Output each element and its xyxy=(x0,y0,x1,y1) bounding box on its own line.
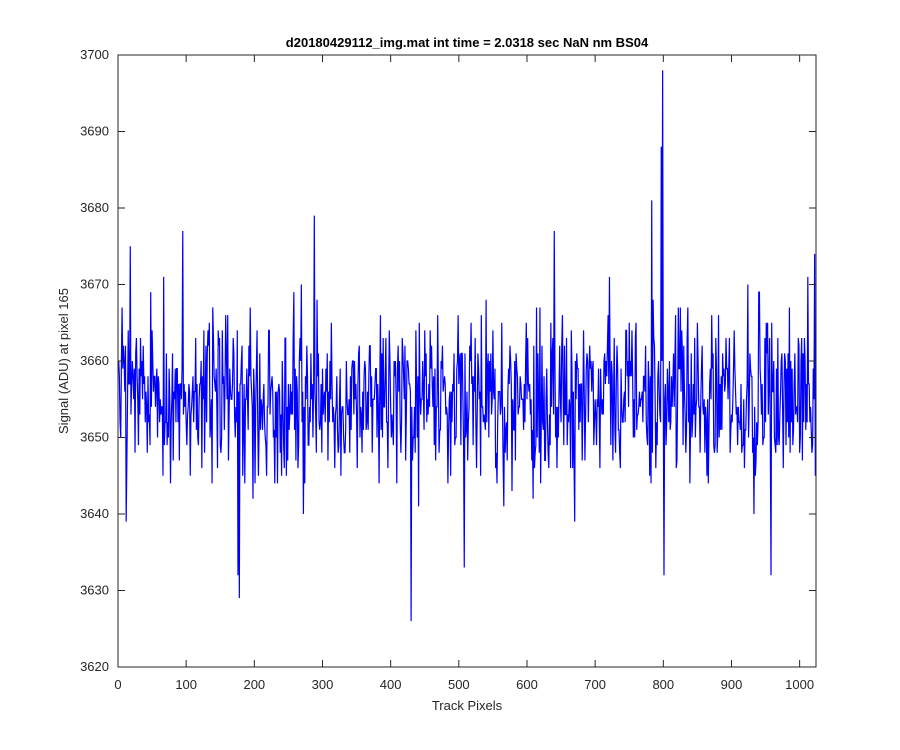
x-tick-label: 300 xyxy=(312,677,334,692)
signal-series-line xyxy=(118,70,816,622)
x-tick-label: 500 xyxy=(448,677,470,692)
x-tick-label: 800 xyxy=(652,677,674,692)
y-tick-label: 3690 xyxy=(80,124,109,139)
series-layer xyxy=(118,70,816,622)
y-tick-label: 3650 xyxy=(80,430,109,445)
x-tick-label: 200 xyxy=(243,677,265,692)
x-tick-label: 900 xyxy=(721,677,743,692)
x-tick-label: 600 xyxy=(516,677,538,692)
y-axis-title: Signal (ADU) at pixel 165 xyxy=(56,288,71,434)
x-tick-label: 100 xyxy=(175,677,197,692)
y-tick-label: 3660 xyxy=(80,353,109,368)
y-tick-label: 3620 xyxy=(80,659,109,674)
y-tick-label: 3670 xyxy=(80,277,109,292)
chart-title: d20180429112_img.mat int time = 2.0318 s… xyxy=(286,35,649,50)
y-tick-label: 3680 xyxy=(80,200,109,215)
x-tick-label: 700 xyxy=(584,677,606,692)
y-tick-label: 3630 xyxy=(80,583,109,598)
tick-layer: 0 100 200 300 400 500 600 700 800 900 1000 3620 3630… xyxy=(80,47,816,692)
x-tick-label: 400 xyxy=(380,677,402,692)
x-tick-label: 0 xyxy=(114,677,121,692)
x-axis-title: Track Pixels xyxy=(432,698,503,713)
y-tick-label: 3640 xyxy=(80,506,109,521)
y-tick-label: 3700 xyxy=(80,47,109,62)
x-tick-label: 1000 xyxy=(785,677,814,692)
axes-box xyxy=(117,54,817,668)
